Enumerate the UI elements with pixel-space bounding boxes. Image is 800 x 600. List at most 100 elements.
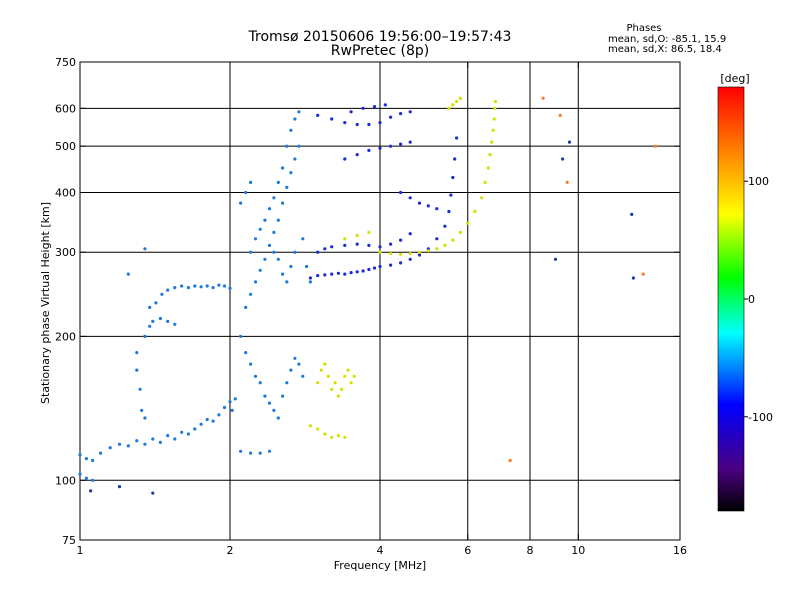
data-point bbox=[343, 374, 347, 378]
data-point bbox=[253, 374, 258, 378]
data-point bbox=[78, 453, 82, 457]
data-point bbox=[293, 117, 297, 121]
data-point bbox=[349, 110, 353, 114]
x-tick-label: 1 bbox=[77, 544, 84, 557]
data-point bbox=[323, 247, 327, 251]
data-point bbox=[160, 292, 164, 296]
data-point bbox=[343, 121, 347, 125]
data-point bbox=[267, 243, 272, 247]
x-tick-label: 4 bbox=[377, 544, 384, 557]
data-point bbox=[276, 257, 280, 261]
data-point bbox=[91, 478, 95, 482]
data-point bbox=[193, 427, 197, 431]
data-point bbox=[211, 286, 215, 290]
data-point bbox=[249, 292, 253, 296]
data-point bbox=[340, 387, 344, 391]
data-point bbox=[253, 280, 258, 284]
data-point bbox=[293, 250, 297, 254]
data-point bbox=[211, 419, 215, 423]
data-point bbox=[343, 157, 347, 161]
data-point bbox=[330, 245, 334, 249]
data-point bbox=[355, 234, 359, 238]
data-point bbox=[281, 201, 285, 205]
data-point bbox=[117, 442, 122, 446]
data-point bbox=[135, 439, 139, 443]
data-point bbox=[558, 113, 562, 117]
x-tick-label: 16 bbox=[673, 544, 687, 557]
data-point bbox=[631, 276, 636, 280]
data-point bbox=[244, 190, 248, 195]
data-point bbox=[408, 232, 412, 236]
data-point bbox=[173, 286, 177, 290]
data-point bbox=[378, 121, 382, 125]
data-point bbox=[91, 458, 95, 463]
data-point bbox=[258, 268, 262, 272]
data-point bbox=[641, 272, 645, 276]
data-point bbox=[158, 316, 162, 321]
data-point bbox=[173, 322, 177, 326]
data-point bbox=[276, 416, 280, 420]
data-point bbox=[378, 146, 382, 150]
data-point bbox=[435, 237, 439, 241]
data-point bbox=[186, 432, 190, 436]
data-point bbox=[263, 394, 267, 398]
data-point bbox=[135, 368, 139, 372]
data-point bbox=[258, 381, 262, 385]
data-point bbox=[455, 136, 459, 140]
data-point bbox=[222, 284, 227, 288]
colorbar-ticks: 100 0 -100 bbox=[744, 175, 773, 424]
data-point bbox=[272, 230, 276, 234]
x-axis-ticks: 1 2 4 6 8 10 16 bbox=[77, 62, 687, 557]
data-point bbox=[355, 270, 359, 274]
data-point bbox=[389, 115, 393, 119]
data-point bbox=[480, 196, 484, 200]
colorbar-tick-label: -100 bbox=[748, 411, 773, 424]
data-point bbox=[483, 180, 487, 184]
colorbar-label: [deg] bbox=[720, 72, 749, 85]
data-point bbox=[417, 250, 422, 254]
data-point bbox=[193, 284, 197, 288]
data-point bbox=[293, 356, 297, 360]
data-point bbox=[285, 185, 289, 189]
y-tick-label: 400 bbox=[55, 186, 76, 199]
colorbar bbox=[717, 86, 745, 512]
data-point bbox=[372, 105, 377, 109]
data-point bbox=[330, 435, 334, 439]
data-point bbox=[140, 408, 144, 412]
data-point bbox=[361, 269, 365, 273]
data-point bbox=[389, 263, 393, 267]
data-point bbox=[108, 446, 112, 450]
data-point bbox=[389, 252, 393, 256]
data-point bbox=[166, 319, 170, 323]
data-point bbox=[426, 249, 430, 253]
data-point bbox=[285, 144, 289, 148]
data-point bbox=[378, 245, 382, 249]
data-point bbox=[330, 272, 334, 276]
data-point bbox=[408, 196, 412, 200]
y-axis-label: Stationary phase Virtual Height [km] bbox=[39, 202, 52, 404]
data-point bbox=[367, 267, 371, 272]
data-point bbox=[492, 117, 496, 121]
data-point bbox=[143, 247, 147, 251]
data-point bbox=[249, 362, 253, 366]
data-point bbox=[449, 193, 453, 197]
data-point bbox=[276, 218, 280, 222]
data-point bbox=[263, 257, 267, 261]
data-point bbox=[285, 381, 289, 385]
data-point bbox=[117, 485, 122, 489]
data-point bbox=[297, 144, 301, 148]
data-point bbox=[399, 190, 403, 195]
data-point bbox=[561, 157, 565, 161]
data-point bbox=[148, 305, 152, 309]
data-point bbox=[267, 449, 272, 453]
data-point bbox=[458, 96, 462, 100]
data-point bbox=[346, 368, 350, 372]
chart-title: Tromsø 20150606 19:56:00–19:57:43 bbox=[248, 29, 512, 45]
data-point bbox=[308, 424, 312, 428]
data-point bbox=[244, 305, 248, 309]
data-point bbox=[451, 175, 455, 180]
data-point bbox=[143, 442, 147, 446]
data-point bbox=[135, 351, 139, 355]
y-tick-label: 300 bbox=[55, 246, 76, 259]
data-point bbox=[78, 472, 82, 476]
